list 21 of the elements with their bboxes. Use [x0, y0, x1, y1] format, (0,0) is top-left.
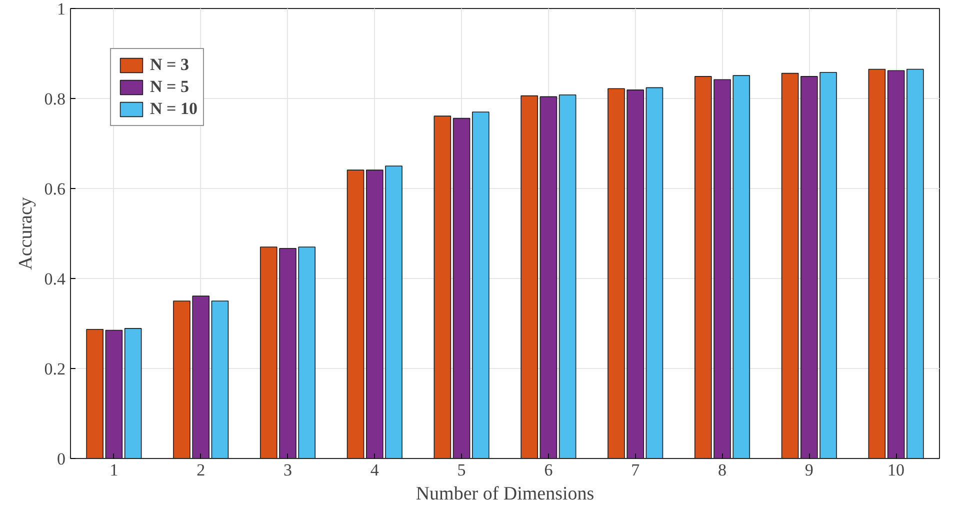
y-tick-label: 0.2 — [44, 360, 66, 378]
x-tick-label: 3 — [284, 460, 292, 480]
x-axis-title: Number of Dimensions — [416, 484, 594, 504]
legend-label: N = 3 — [150, 55, 189, 75]
x-tick-label: 8 — [718, 460, 726, 480]
y-tick-label: 0.6 — [44, 180, 66, 198]
y-tick-label: 0.4 — [44, 270, 66, 288]
y-tick-label: 0.8 — [44, 90, 66, 108]
legend-label: N = 10 — [150, 99, 198, 119]
x-tick-label: 1 — [110, 460, 118, 480]
x-tick-label: 9 — [804, 460, 814, 480]
y-tick-label: 1 — [57, 0, 66, 18]
x-tick-label: 6 — [544, 460, 553, 480]
y-axis-title: Accuracy — [15, 196, 36, 270]
x-tick-label: 10 — [888, 460, 905, 480]
legend-label: N = 5 — [150, 77, 189, 97]
x-tick-label: 4 — [370, 460, 380, 480]
x-tick-label: 7 — [631, 460, 640, 480]
x-tick-label: 5 — [457, 460, 466, 480]
y-tick-label: 0 — [57, 450, 66, 468]
x-tick-label: 2 — [196, 460, 206, 480]
